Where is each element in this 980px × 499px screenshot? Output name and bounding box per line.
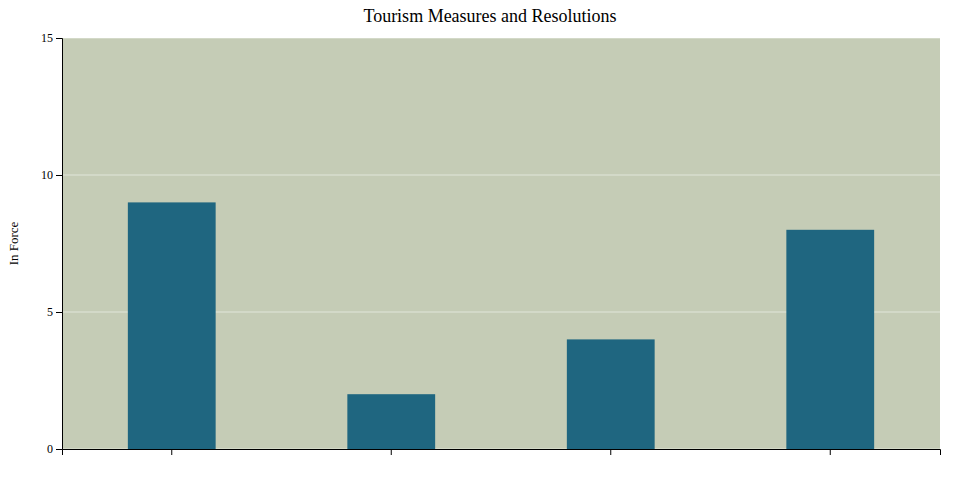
tick-label: 0 <box>47 442 53 456</box>
axis-line <box>63 450 941 456</box>
tick <box>610 449 611 455</box>
chart: Tourism Measures and Resolutions 0 5 10 15 In… <box>0 0 980 499</box>
grid-line <box>62 175 940 176</box>
x-axis <box>63 449 941 455</box>
tick-mark <box>830 449 831 455</box>
tick-label: 10 <box>41 168 53 182</box>
grid-line <box>62 38 940 39</box>
bars <box>128 202 874 449</box>
tick-mark <box>171 449 172 455</box>
tick <box>171 449 172 455</box>
tick-mark <box>610 449 611 455</box>
tick-mark <box>56 175 62 176</box>
plot: 0 5 10 15 <box>41 31 941 456</box>
plot-background <box>62 38 940 449</box>
tick-mark <box>391 449 392 455</box>
y-axis-title: In Force <box>6 221 21 265</box>
tick-mark <box>56 312 62 313</box>
bar <box>567 339 655 449</box>
tick-mark <box>56 449 62 450</box>
tick-label: 15 <box>41 31 53 45</box>
tick: 5 <box>47 305 62 319</box>
tick-mark <box>56 38 62 39</box>
tick: 15 <box>41 31 62 45</box>
bar <box>347 394 435 449</box>
bar <box>128 202 216 449</box>
tick: 0 <box>47 442 62 456</box>
tick <box>391 449 392 455</box>
y-axis: 0 5 10 15 <box>41 31 63 456</box>
tick <box>830 449 831 455</box>
tick-label: 5 <box>47 305 53 319</box>
title: Tourism Measures and Resolutions <box>363 6 616 26</box>
grid <box>62 38 940 449</box>
axis-line <box>56 39 63 450</box>
bar <box>786 230 874 449</box>
tick: 10 <box>41 168 62 182</box>
